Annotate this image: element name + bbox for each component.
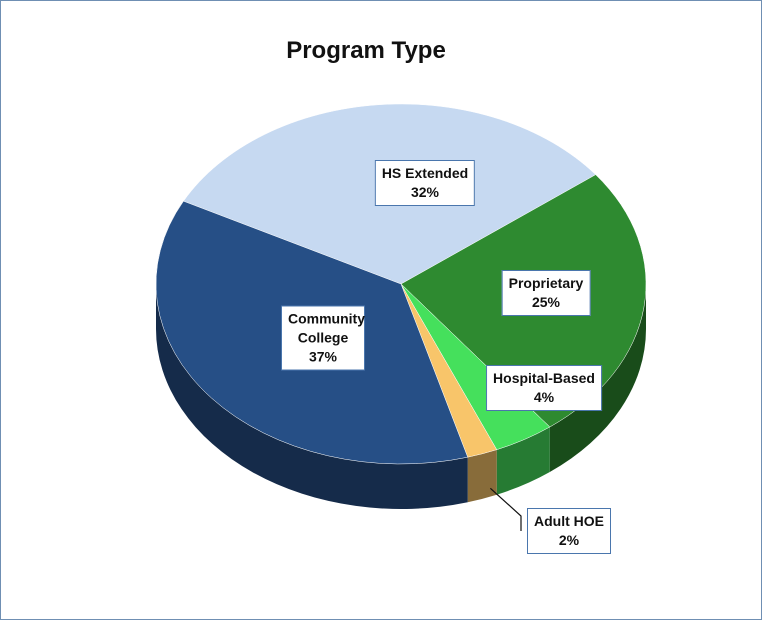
slice-side (496, 426, 550, 495)
label-name: HS Extended (381, 165, 469, 181)
label-value: 2% (558, 532, 580, 548)
label-name: Community College (288, 310, 365, 346)
slice-side (156, 284, 468, 510)
leader-line (489, 487, 522, 531)
data-label: Adult HOE 2% (527, 508, 611, 554)
data-label: Proprietary 25% (501, 270, 591, 316)
data-label: Hospital-Based 4% (486, 365, 602, 411)
label-value: 37% (308, 348, 338, 365)
label-value: 32% (410, 184, 440, 200)
slice-side (549, 284, 646, 472)
label-name: Adult HOE (534, 513, 604, 529)
label-name: Hospital-Based (493, 370, 595, 386)
slice-side (467, 449, 497, 503)
chart-title: Program Type (286, 37, 446, 64)
label-name: Proprietary (508, 275, 584, 291)
label-value: 25% (531, 294, 561, 310)
data-label: HS Extended 32% (374, 160, 476, 206)
data-label: Community College 37% (281, 305, 365, 371)
label-value: 4% (533, 389, 555, 405)
